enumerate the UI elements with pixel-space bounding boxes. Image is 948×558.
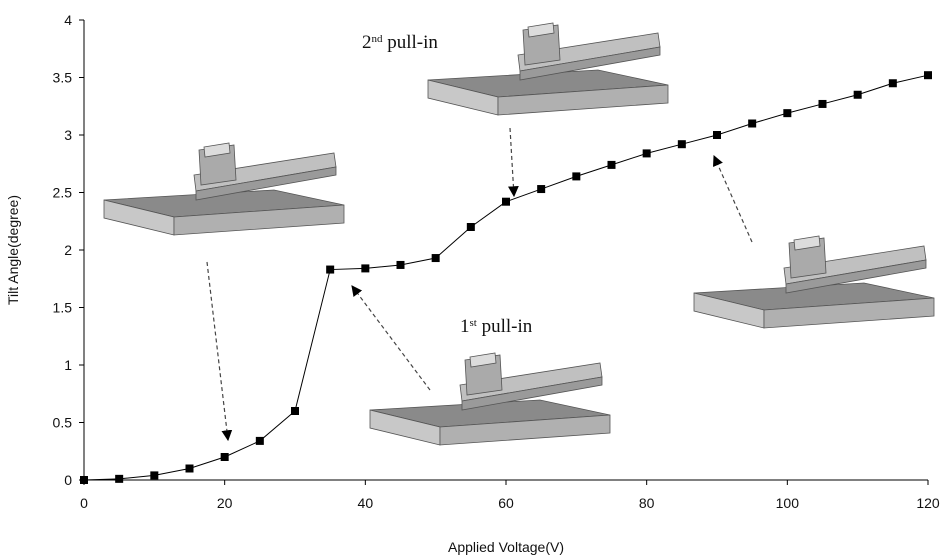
annotation: 1st pull-in xyxy=(460,316,533,337)
annotation-part: pull-in xyxy=(477,316,533,337)
data-point xyxy=(115,475,123,483)
arrow xyxy=(510,128,514,196)
data-point xyxy=(678,140,686,148)
x-tick-label: 20 xyxy=(217,495,233,511)
annotation: 2nd pull-in xyxy=(362,32,438,53)
device xyxy=(370,353,610,445)
data-point xyxy=(924,71,932,79)
x-tick-label: 120 xyxy=(916,495,940,511)
x-tick-label: 100 xyxy=(776,495,800,511)
annotation-part: 2 xyxy=(362,32,372,53)
y-tick-label: 1 xyxy=(64,357,72,373)
device xyxy=(428,23,668,115)
data-point xyxy=(291,407,299,415)
data-point xyxy=(397,261,405,269)
arrow xyxy=(714,156,752,242)
x-axis-label: Applied Voltage(V) xyxy=(448,539,564,555)
data-point xyxy=(783,109,791,117)
data-point xyxy=(150,471,158,479)
y-tick-label: 4 xyxy=(64,12,72,28)
y-tick-label: 0.5 xyxy=(53,415,73,431)
data-point xyxy=(854,91,862,99)
x-tick-label: 80 xyxy=(639,495,655,511)
data-point xyxy=(467,223,475,231)
x-tick-label: 0 xyxy=(80,495,88,511)
data-point xyxy=(361,264,369,272)
annotation-part: 1 xyxy=(460,316,470,337)
y-tick-label: 0 xyxy=(64,472,72,488)
annotation-part: st xyxy=(470,317,477,329)
data-point xyxy=(256,437,264,445)
y-tick-label: 3.5 xyxy=(53,70,73,86)
y-axis-label: Tilt Angle(degree) xyxy=(5,195,21,305)
data-point xyxy=(713,131,721,139)
data-point xyxy=(572,172,580,180)
data-point xyxy=(608,161,616,169)
y-tick-label: 1.5 xyxy=(53,300,73,316)
data-point xyxy=(748,120,756,128)
data-point xyxy=(80,476,88,484)
device xyxy=(694,236,934,328)
data-point xyxy=(643,149,651,157)
data-point xyxy=(432,254,440,262)
arrow xyxy=(352,286,430,390)
data-point xyxy=(326,266,334,274)
data-point xyxy=(186,465,194,473)
y-tick-label: 3 xyxy=(64,127,72,143)
data-point xyxy=(502,198,510,206)
y-tick-label: 2.5 xyxy=(53,185,73,201)
arrow xyxy=(207,262,228,440)
device-illustrations xyxy=(104,23,934,445)
annotation-part: nd xyxy=(372,33,384,45)
data-point xyxy=(819,100,827,108)
device xyxy=(104,143,344,235)
chart: 2nd pull-in 1st pull-in Applied Voltage(… xyxy=(0,0,948,558)
x-tick-label: 40 xyxy=(358,495,374,511)
data-point xyxy=(537,185,545,193)
data-point xyxy=(221,453,229,461)
annotation-part: pull-in xyxy=(383,32,439,53)
x-tick-label: 60 xyxy=(498,495,514,511)
y-tick-label: 2 xyxy=(64,242,72,258)
data-point xyxy=(889,79,897,87)
